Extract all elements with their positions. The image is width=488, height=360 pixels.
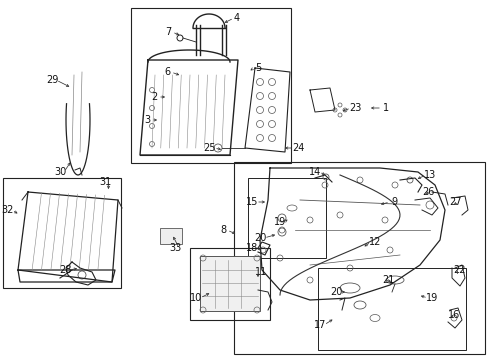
Text: 7: 7 xyxy=(164,27,171,37)
Text: 20: 20 xyxy=(253,233,265,243)
Text: 11: 11 xyxy=(254,267,266,277)
Text: 19: 19 xyxy=(273,217,285,227)
Text: 14: 14 xyxy=(308,167,321,177)
Text: 13: 13 xyxy=(423,170,435,180)
Bar xyxy=(200,256,260,311)
Text: 17: 17 xyxy=(313,320,325,330)
Text: 18: 18 xyxy=(245,243,258,253)
Text: 28: 28 xyxy=(59,265,71,275)
Text: 21: 21 xyxy=(381,275,393,285)
Text: 6: 6 xyxy=(163,67,170,77)
Text: 31: 31 xyxy=(99,177,111,187)
Text: 27: 27 xyxy=(449,197,461,207)
Text: 25: 25 xyxy=(203,143,216,153)
Text: 33: 33 xyxy=(168,243,181,253)
Text: 12: 12 xyxy=(368,237,381,247)
Text: 10: 10 xyxy=(189,293,202,303)
Bar xyxy=(131,8,290,163)
Text: 4: 4 xyxy=(233,13,240,23)
Text: 20: 20 xyxy=(329,287,342,297)
Text: 26: 26 xyxy=(421,187,433,197)
Text: 15: 15 xyxy=(245,197,258,207)
Text: 29: 29 xyxy=(46,75,58,85)
Bar xyxy=(3,178,121,288)
Text: 5: 5 xyxy=(254,63,261,73)
Text: 30: 30 xyxy=(54,167,66,177)
Text: 9: 9 xyxy=(390,197,396,207)
Bar xyxy=(247,178,325,258)
Bar xyxy=(160,228,182,244)
Text: 2: 2 xyxy=(151,92,157,102)
Text: 16: 16 xyxy=(447,310,459,320)
Bar xyxy=(190,248,269,320)
Text: 8: 8 xyxy=(220,225,225,235)
Text: 22: 22 xyxy=(453,265,465,275)
Text: 32: 32 xyxy=(2,205,14,215)
Text: 19: 19 xyxy=(425,293,437,303)
Text: 3: 3 xyxy=(143,115,150,125)
Bar xyxy=(234,162,484,354)
Text: 24: 24 xyxy=(291,143,304,153)
Text: 23: 23 xyxy=(348,103,361,113)
Bar xyxy=(317,268,465,350)
Text: 1: 1 xyxy=(382,103,388,113)
